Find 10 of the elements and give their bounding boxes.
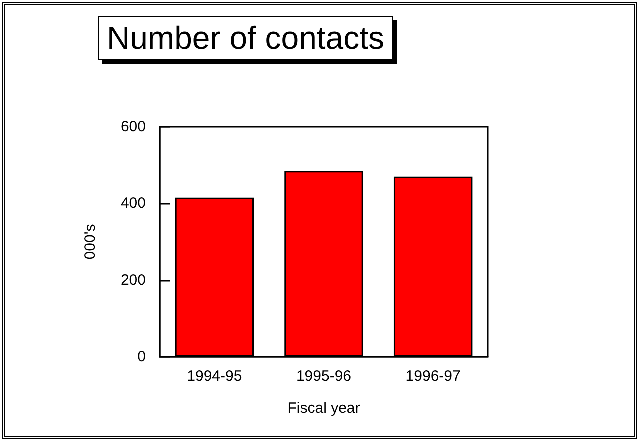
x-tick-label: 1995-96 [296, 368, 352, 385]
chart-title: Number of contacts [98, 16, 394, 60]
y-tick-label: 200 [120, 272, 146, 289]
x-axis-title: Fiscal year [288, 400, 360, 417]
y-tick-label: 600 [120, 118, 146, 136]
x-tick-label: 1994-95 [187, 368, 242, 385]
y-tick-label: 400 [120, 195, 146, 212]
y-tick-label: 0 [138, 348, 146, 366]
y-axis-title: 000's [82, 224, 99, 260]
x-tick-label: 1996-97 [406, 368, 461, 385]
